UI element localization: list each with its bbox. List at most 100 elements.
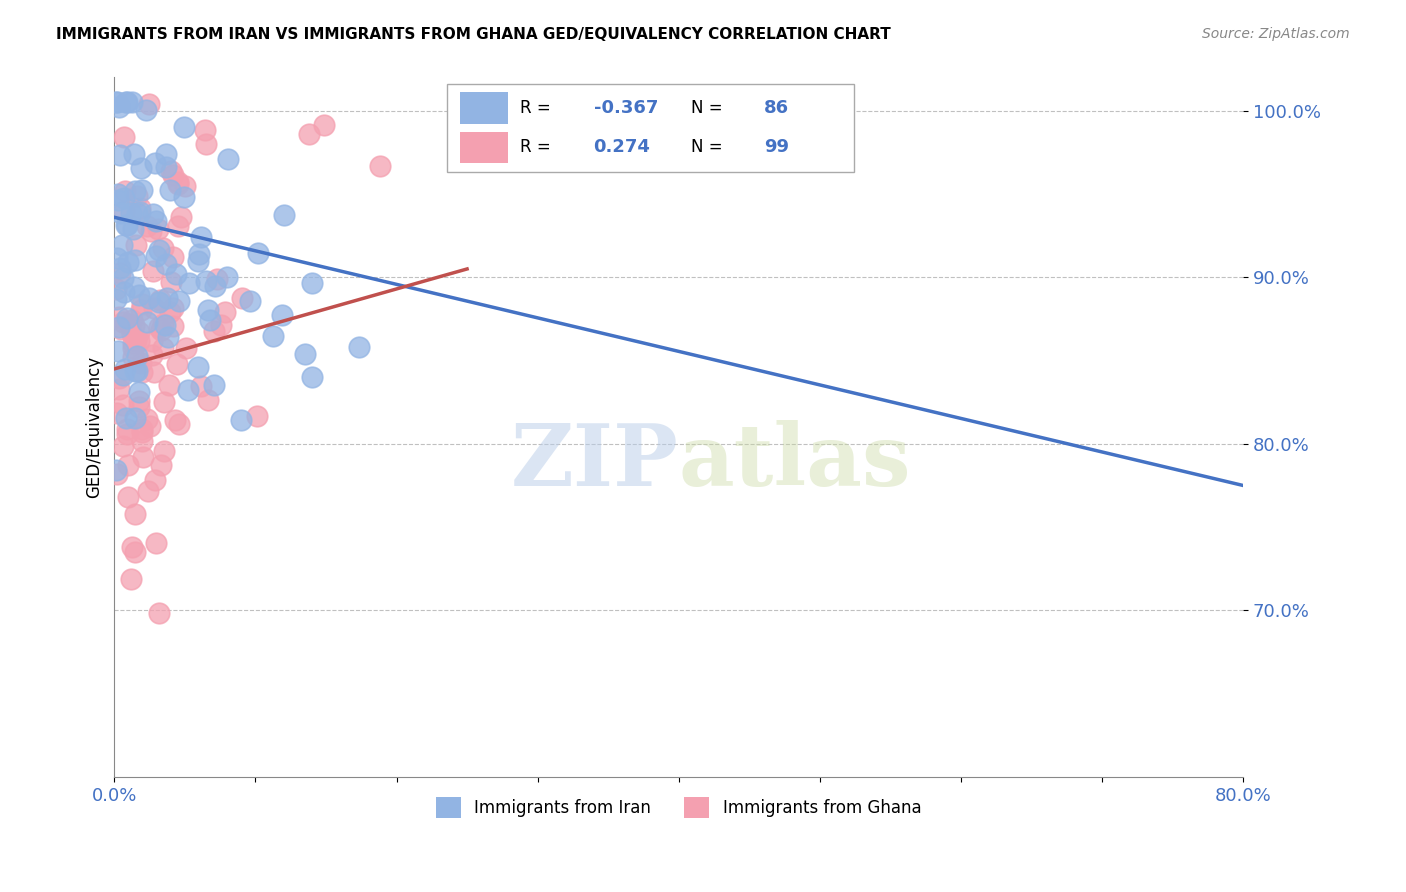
Point — [108, 382, 131, 396]
Point — [112, 129, 135, 144]
Point — [110, 322, 132, 336]
Point — [122, 336, 145, 351]
Point — [146, 221, 169, 235]
Point — [177, 383, 200, 397]
Point — [155, 160, 177, 174]
Point — [204, 278, 226, 293]
Point — [156, 330, 179, 344]
Point — [152, 341, 174, 355]
Point — [143, 156, 166, 170]
Point — [128, 400, 150, 414]
Point — [190, 229, 212, 244]
Point — [145, 213, 167, 227]
Point — [132, 450, 155, 464]
Point — [162, 250, 184, 264]
Point — [131, 434, 153, 448]
Text: Source: ZipAtlas.com: Source: ZipAtlas.com — [1202, 27, 1350, 41]
Point — [111, 368, 134, 383]
Point — [125, 206, 148, 220]
Point — [107, 320, 129, 334]
Point — [145, 249, 167, 263]
Point — [104, 282, 127, 296]
Point — [117, 490, 139, 504]
Point — [112, 204, 135, 219]
Point — [159, 305, 181, 319]
Point — [148, 295, 170, 310]
Point — [131, 422, 153, 436]
Point — [114, 361, 136, 376]
Point — [169, 294, 191, 309]
Point — [117, 255, 139, 269]
Point — [127, 349, 149, 363]
Point — [143, 301, 166, 315]
Point — [111, 238, 134, 252]
Point — [125, 238, 148, 252]
Point — [136, 315, 159, 329]
Point — [121, 327, 143, 342]
Point — [150, 323, 173, 337]
Point — [129, 205, 152, 219]
Point — [312, 118, 335, 132]
Point — [121, 313, 143, 327]
Point — [124, 252, 146, 267]
Point — [107, 310, 129, 324]
Point — [294, 347, 316, 361]
Point — [129, 302, 152, 317]
Point — [128, 288, 150, 302]
Point — [173, 190, 195, 204]
Point — [143, 473, 166, 487]
Point — [138, 97, 160, 112]
Point — [122, 318, 145, 332]
Point — [141, 348, 163, 362]
Point — [108, 370, 131, 384]
Y-axis label: GED/Equivalency: GED/Equivalency — [86, 356, 103, 499]
Point — [115, 95, 138, 110]
Point — [174, 341, 197, 355]
Point — [298, 128, 321, 142]
Point — [129, 356, 152, 370]
Point — [138, 291, 160, 305]
Point — [214, 304, 236, 318]
Text: IMMIGRANTS FROM IRAN VS IMMIGRANTS FROM GHANA GED/EQUIVALENCY CORRELATION CHART: IMMIGRANTS FROM IRAN VS IMMIGRANTS FROM … — [56, 27, 891, 42]
Point — [111, 315, 134, 329]
Point — [115, 427, 138, 442]
Point — [122, 350, 145, 364]
Point — [162, 301, 184, 315]
Point — [149, 293, 172, 308]
Point — [114, 184, 136, 198]
Point — [246, 409, 269, 423]
Point — [167, 219, 190, 234]
Point — [155, 147, 177, 161]
Point — [124, 411, 146, 425]
Point — [187, 360, 209, 375]
Point — [110, 206, 132, 220]
Point — [368, 159, 391, 173]
Point — [125, 364, 148, 378]
Point — [121, 540, 143, 554]
Point — [169, 210, 191, 224]
Point — [162, 168, 184, 182]
Point — [107, 406, 129, 420]
Point — [108, 148, 131, 162]
Point — [128, 325, 150, 339]
Point — [131, 183, 153, 197]
Point — [135, 103, 157, 117]
Point — [124, 364, 146, 378]
Point — [194, 123, 217, 137]
Point — [347, 340, 370, 354]
Point — [122, 341, 145, 355]
Point — [273, 208, 295, 222]
Point — [107, 187, 129, 202]
Point — [157, 378, 180, 392]
Point — [209, 318, 232, 332]
Point — [111, 398, 134, 412]
Point — [152, 241, 174, 255]
Point — [129, 161, 152, 175]
Point — [217, 153, 239, 167]
Point — [167, 175, 190, 189]
Point — [124, 507, 146, 521]
Point — [138, 419, 160, 434]
Point — [104, 463, 127, 477]
Point — [122, 279, 145, 293]
Point — [128, 384, 150, 399]
